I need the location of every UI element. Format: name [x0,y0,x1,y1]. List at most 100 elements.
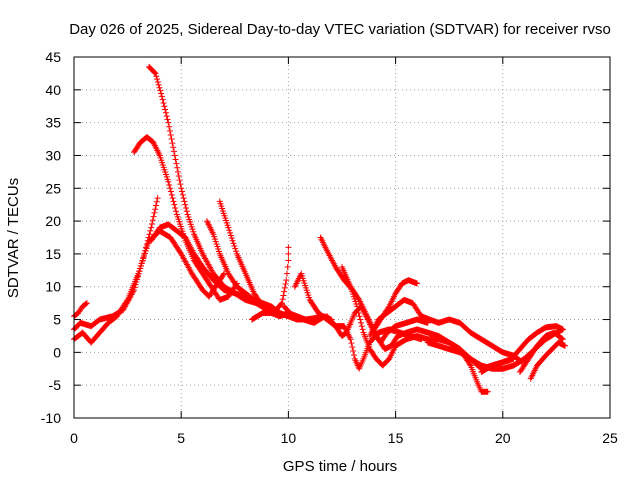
data-point [131,287,138,294]
data-point [171,201,178,208]
data-point [180,195,187,202]
data-point [233,248,240,255]
x-tick-label: 20 [495,430,511,446]
data-point [132,281,139,288]
data-point [354,306,361,313]
series-track-9 [248,244,292,323]
data-point [165,119,172,126]
y-tick-label: 40 [45,82,61,98]
data-point [278,301,285,308]
data-point [160,99,167,106]
data-point [133,278,140,285]
data-point [157,87,164,94]
data-point [177,181,184,188]
data-point [282,280,289,287]
data-point [179,191,186,198]
data-point [83,300,90,307]
series-track-19 [516,329,566,376]
data-point [150,213,157,220]
data-point [173,160,180,167]
data-point [143,244,150,251]
data-point [166,127,173,134]
data-point [142,247,149,254]
data-point [414,280,421,287]
data-point [284,264,291,271]
x-tick-label: 5 [177,430,185,446]
data-point [140,254,147,261]
data-point [348,340,355,347]
data-point [137,265,144,272]
data-point [172,204,179,211]
series-track-13 [323,303,431,346]
x-tick-label: 15 [388,430,404,446]
chart-title: Day 026 of 2025, Sidereal Day-to-day VTE… [69,21,611,38]
data-point [359,326,366,333]
data-point [153,73,160,80]
data-point [281,288,288,295]
data-point [164,116,171,123]
data-point [154,76,161,83]
y-tick-label: 30 [45,147,61,163]
data-point [484,388,491,395]
data-point [167,188,174,195]
data-point [138,262,145,269]
data-point [561,342,568,349]
data-point [154,195,161,202]
data-point [283,277,290,284]
data-point [159,96,166,103]
y-axis-label: SDTVAR / TECUs [5,178,22,298]
data-point [174,164,181,171]
series-track-5 [146,63,292,320]
data-point [358,319,365,326]
data-point [145,234,152,241]
data-point [285,244,292,251]
data-point [151,69,158,76]
data-point [171,152,178,159]
data-point [166,181,173,188]
data-point [175,172,182,179]
data-point [146,231,153,238]
data-point [83,300,90,307]
data-point [285,250,292,257]
y-tick-label: -10 [41,410,61,426]
data-point [183,204,190,211]
data-point [158,90,165,97]
data-point [349,344,356,351]
data-point [232,245,239,252]
y-tick-label: -5 [49,377,62,393]
y-tick-label: 15 [45,246,61,262]
y-tick-label: 20 [45,213,61,229]
data-point [167,185,174,192]
data-point [168,191,175,198]
data-point [153,202,160,209]
x-tick-label: 0 [70,430,78,446]
data-point [170,144,177,151]
data-point [173,208,180,215]
y-tick-label: 25 [45,180,61,196]
data-point [179,188,186,195]
series-track-16 [366,296,526,366]
data-point [230,240,237,247]
data-point [154,79,161,86]
data-point [152,70,159,77]
data-point [169,140,176,147]
data-point [170,148,177,155]
plot-frame [73,56,611,419]
data-point [358,323,365,330]
data-point [148,224,155,231]
y-tick-label: 0 [53,344,61,360]
axis-ticks: 0 5 10 15 20 25 -10 -5 0 5 10 15 20 25 30 35 40 45 [41,49,618,446]
data-point [151,209,158,216]
series-track-14 [339,264,491,395]
data-point [466,361,473,368]
data-point [141,250,148,257]
data-point [156,84,163,91]
data-point [134,276,141,283]
data-point [178,185,185,192]
data-point [351,351,358,358]
data-point [559,335,566,342]
data-point [228,235,235,242]
data-point [231,243,238,250]
data-point [172,156,179,163]
data-point [181,198,188,205]
